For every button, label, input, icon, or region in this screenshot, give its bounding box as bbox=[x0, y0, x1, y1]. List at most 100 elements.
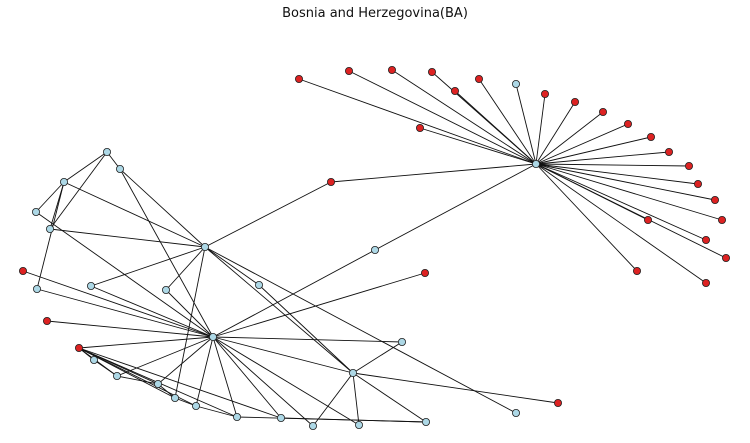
graph-edge bbox=[90, 285, 214, 338]
graph-edge bbox=[352, 372, 427, 423]
graph-edge bbox=[63, 181, 206, 248]
graph-edge bbox=[165, 246, 206, 291]
graph-node-red bbox=[427, 68, 436, 77]
graph-edge bbox=[352, 372, 360, 426]
graph-edge bbox=[330, 163, 537, 183]
graph-edge bbox=[90, 246, 206, 287]
graph-node-red bbox=[420, 268, 429, 277]
graph-edge bbox=[419, 127, 537, 165]
graph-node-red bbox=[624, 120, 633, 129]
graph-node-blue bbox=[348, 368, 357, 377]
graph-node-red bbox=[685, 161, 694, 170]
graph-node-red bbox=[554, 398, 563, 407]
graph-edge bbox=[535, 111, 604, 165]
graph-edge bbox=[36, 288, 214, 338]
graph-edge bbox=[535, 101, 576, 165]
graph-node-blue bbox=[90, 355, 99, 364]
graph-node-blue bbox=[308, 421, 317, 430]
graph-edge bbox=[195, 336, 214, 407]
graph-edge bbox=[535, 163, 707, 241]
graph-edge bbox=[212, 336, 354, 374]
graph-edge bbox=[49, 151, 108, 230]
graph-edge bbox=[63, 151, 108, 183]
graph-node-blue bbox=[276, 413, 285, 422]
graph-edge bbox=[535, 163, 723, 221]
graph-node-red bbox=[75, 343, 84, 352]
graph-edge bbox=[157, 336, 214, 385]
graph-edge bbox=[78, 336, 214, 349]
graph-edge bbox=[195, 405, 238, 418]
graph-node-red bbox=[722, 253, 731, 262]
graph-node-red bbox=[18, 266, 27, 275]
graph-edge bbox=[78, 347, 282, 419]
graph-edge bbox=[119, 168, 206, 248]
graph-edge bbox=[535, 123, 629, 165]
graph-edge bbox=[535, 163, 716, 201]
graph-edge bbox=[352, 341, 403, 374]
graph-edge bbox=[454, 90, 537, 165]
graph-node-blue bbox=[60, 177, 69, 186]
graph-node-red bbox=[415, 124, 424, 133]
graph-edge bbox=[212, 336, 360, 426]
graph-edge bbox=[116, 375, 159, 385]
graph-edge bbox=[116, 336, 214, 377]
graph-node-red bbox=[450, 87, 459, 96]
graph-node-red bbox=[665, 147, 674, 156]
graph-edge bbox=[374, 163, 537, 251]
graph-node-red bbox=[294, 75, 303, 84]
graph-node-red bbox=[326, 177, 335, 186]
graph-edge bbox=[35, 211, 214, 338]
graph-node-red bbox=[718, 215, 727, 224]
graph-node-red bbox=[702, 278, 711, 287]
graph-edge bbox=[212, 249, 376, 338]
graph-node-red bbox=[387, 66, 396, 75]
graph-edge bbox=[515, 83, 537, 165]
graph-edge bbox=[212, 336, 282, 419]
graph-node-blue bbox=[232, 412, 241, 421]
graph-node-blue bbox=[532, 159, 541, 168]
graph-node-blue bbox=[32, 207, 41, 216]
graph-edge bbox=[212, 336, 238, 418]
graph-edge bbox=[212, 272, 426, 338]
graph-node-blue bbox=[153, 379, 162, 388]
graph-node-blue bbox=[370, 245, 379, 254]
nodes-layer bbox=[18, 66, 731, 430]
graph-node-red bbox=[711, 195, 720, 204]
graph-node-red bbox=[599, 108, 608, 117]
graph-node-blue bbox=[512, 80, 521, 89]
graph-edge bbox=[258, 284, 354, 374]
graph-edge bbox=[535, 136, 652, 165]
graph-edge bbox=[204, 181, 332, 248]
graph-edge bbox=[204, 246, 260, 286]
graph-edge bbox=[535, 93, 546, 165]
graph-node-blue bbox=[170, 393, 179, 402]
graph-edge bbox=[298, 78, 537, 165]
graph-node-blue bbox=[254, 280, 263, 289]
graph-node-blue bbox=[33, 284, 42, 293]
graph-node-blue bbox=[113, 371, 122, 380]
graph-edge bbox=[478, 78, 537, 165]
graph-edge bbox=[352, 372, 559, 404]
graph-edge bbox=[535, 163, 707, 284]
graph-node-blue bbox=[397, 337, 406, 346]
graph-edge bbox=[535, 163, 638, 272]
graph-edge bbox=[46, 320, 214, 338]
graph-edge bbox=[312, 372, 354, 427]
graph-node-blue bbox=[208, 332, 217, 341]
graph-edge bbox=[165, 289, 214, 338]
graph-node-red bbox=[43, 316, 52, 325]
graph-edge bbox=[22, 270, 214, 338]
graph-edge bbox=[535, 163, 649, 221]
graph-node-red bbox=[647, 132, 656, 141]
graph-node-blue bbox=[354, 420, 363, 429]
graph-edge bbox=[348, 70, 537, 165]
graph-edge bbox=[204, 246, 517, 414]
graph-node-red bbox=[644, 215, 653, 224]
graph-edge bbox=[119, 168, 214, 338]
graph-edge bbox=[35, 181, 65, 213]
graph-node-blue bbox=[512, 408, 521, 417]
graph-edge bbox=[212, 336, 314, 427]
graph-edge bbox=[280, 417, 427, 423]
graph-node-red bbox=[541, 90, 550, 99]
